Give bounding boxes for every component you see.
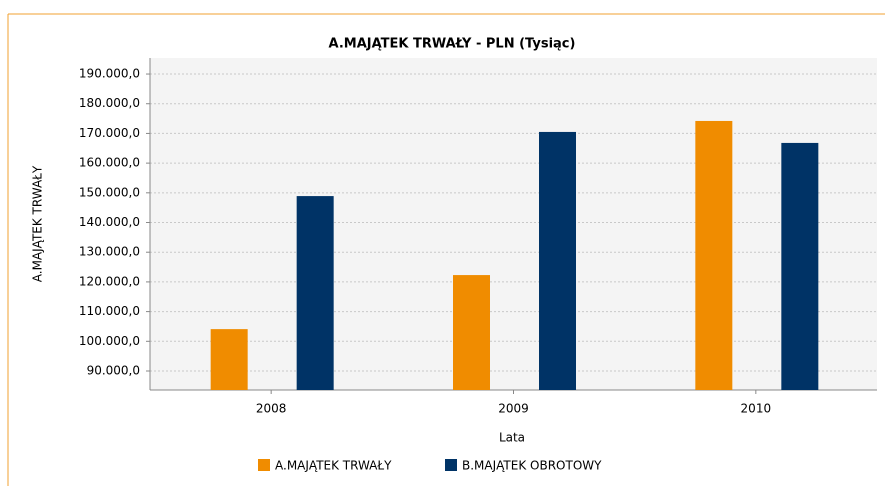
bar	[453, 275, 490, 390]
y-tick-label: 100.000,0	[79, 334, 140, 348]
y-tick-label: 120.000,0	[79, 274, 140, 288]
plot-area	[150, 58, 877, 390]
y-tick-label: 170.000,0	[79, 126, 140, 140]
chart-title: A.MAJĄTEK TRWAŁY - PLN (Tysiąc)	[329, 37, 576, 52]
legend-swatch	[445, 459, 457, 471]
y-tick-label: 160.000,0	[79, 156, 140, 170]
y-tick-label: 110.000,0	[79, 304, 140, 318]
legend-swatch	[258, 459, 270, 471]
y-tick-label: 140.000,0	[79, 215, 140, 229]
x-axis-title: Lata	[499, 431, 525, 445]
y-tick-label: 130.000,0	[79, 245, 140, 259]
bar	[539, 131, 576, 390]
y-tick-label: 180.000,0	[79, 96, 140, 110]
y-tick-label: 190.000,0	[79, 67, 140, 81]
y-tick-label: 90.000,0	[87, 363, 140, 377]
bar	[210, 329, 248, 390]
legend-label: B.MAJĄTEK OBROTOWY	[462, 459, 602, 473]
y-axis-title: A.MAJĄTEK TRWAŁY	[31, 165, 45, 282]
bar	[695, 120, 733, 391]
x-tick-label: 2009	[498, 402, 529, 416]
y-tick-label: 150.000,0	[79, 185, 140, 199]
legend-label: A.MAJĄTEK TRWAŁY	[275, 459, 392, 473]
x-tick-label: 2010	[741, 402, 772, 416]
x-tick-label: 2008	[256, 402, 287, 416]
bar	[781, 142, 819, 390]
bar	[296, 196, 334, 390]
